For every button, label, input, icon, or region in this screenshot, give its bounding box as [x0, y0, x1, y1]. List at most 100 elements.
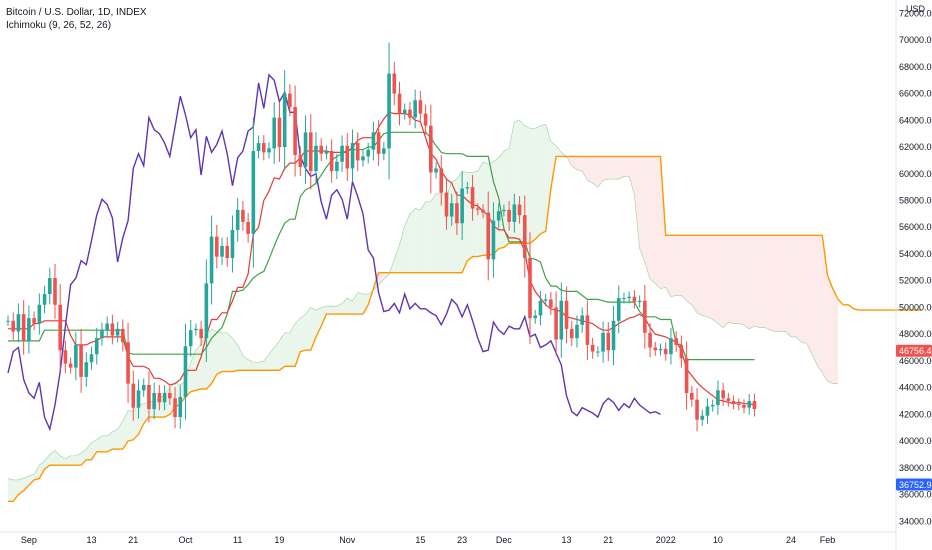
candle-body [6, 320, 10, 322]
cloud-segment [404, 213, 410, 273]
candle [147, 371, 151, 423]
candle [679, 335, 684, 368]
price-tick-label: 40000.00 [899, 436, 932, 446]
cloud-segment [665, 235, 671, 297]
candle [241, 200, 245, 231]
candle-body [308, 132, 313, 172]
cloud-segment [269, 347, 275, 371]
candle [53, 264, 57, 319]
candle [690, 385, 694, 407]
candle-body [658, 348, 663, 351]
cloud-segment [75, 453, 82, 466]
cloud-segment [28, 474, 35, 486]
candle-body [141, 384, 146, 391]
candle [684, 341, 689, 410]
candle [288, 84, 292, 117]
candle-body [449, 203, 454, 217]
candle [37, 293, 42, 335]
cloud-segment [629, 156, 635, 196]
candle-body [79, 344, 83, 377]
cloud-segment [263, 354, 269, 371]
cloud-segment [96, 435, 102, 452]
cloud-segment [613, 156, 619, 180]
candle-body [528, 257, 532, 319]
candle [648, 323, 652, 358]
time-tick-label: 11 [233, 535, 242, 545]
chart-title: Bitcoin / U.S. Dollar, 1D, INDEX [6, 7, 147, 18]
candle [110, 314, 115, 345]
candle-body [507, 209, 511, 222]
candle [308, 114, 313, 190]
candle [580, 307, 584, 333]
cloud-segment [289, 323, 296, 367]
time-tick-label: Sep [21, 535, 37, 545]
price-tick-label: 58000.00 [899, 196, 932, 206]
price-badges: 46756.41 36752.98 [896, 344, 932, 491]
candle [194, 323, 198, 336]
candle-body [512, 204, 517, 222]
candle-body [194, 328, 198, 331]
cloud-segment [227, 332, 233, 372]
candle-body [517, 204, 522, 216]
time-tick-label: 21 [603, 535, 613, 545]
cloud-segment [451, 179, 457, 273]
candle-body [230, 229, 235, 258]
candle-body [314, 145, 318, 172]
candle-body [470, 187, 475, 209]
cloud-segment [321, 306, 327, 327]
candle-body [27, 318, 31, 341]
candle [121, 319, 125, 352]
candle [616, 285, 621, 334]
candle [157, 385, 162, 411]
candle-body [32, 318, 36, 324]
candle [601, 321, 605, 363]
cloud-segment [201, 334, 207, 389]
candle-body [345, 145, 350, 169]
candles[interactable] [6, 42, 757, 432]
ichimoku-cloud [8, 120, 838, 502]
cloud-segment [707, 235, 713, 320]
time-tick-label: Oct [178, 535, 193, 545]
candle-body [444, 192, 449, 217]
candle [178, 385, 183, 429]
cloud-segment [101, 435, 108, 452]
cloud-segment [530, 128, 536, 244]
candle [397, 81, 402, 126]
leading-span-b-line [8, 155, 922, 502]
candle [220, 237, 224, 266]
currency-label: USD [906, 4, 926, 14]
candle [742, 399, 746, 414]
candle [512, 193, 517, 233]
candle [643, 284, 647, 349]
cloud-segment [749, 235, 755, 329]
candle-body [157, 392, 162, 403]
cloud-segment [670, 235, 677, 297]
candle-body [622, 298, 626, 300]
candle-body [261, 143, 266, 153]
candle [569, 320, 574, 347]
candle-body [554, 307, 558, 340]
cloud-segment [326, 306, 332, 315]
candle [606, 322, 611, 361]
candle-body [690, 392, 694, 400]
candle-body [705, 406, 710, 416]
cloud-segment [425, 201, 431, 273]
last-price-badge-label: 46756.41 [899, 346, 932, 356]
candle [27, 305, 31, 354]
time-tick-label: 13 [562, 535, 572, 545]
candle [345, 133, 350, 182]
price-axis[interactable]: 34000.00 36000.00 38000.00 40000.00 42000.00… [895, 0, 932, 550]
candle-body [220, 245, 224, 257]
cloud-segment [556, 145, 562, 157]
price-tick-label: 38000.00 [899, 463, 932, 473]
cloud-segment [775, 235, 781, 332]
candle-body [131, 383, 136, 408]
time-axis[interactable]: Sep 13 21 Oct 11 19 Nov 15 23 Dec 13 21 2022 10 24 Feb [0, 531, 896, 545]
candle [611, 305, 616, 366]
candle-body [152, 392, 156, 410]
cloud-segment [644, 156, 651, 280]
price-tick-label: 48000.00 [899, 329, 932, 339]
price-tick-label: 46000.00 [899, 356, 932, 366]
base-line-line [8, 131, 755, 361]
